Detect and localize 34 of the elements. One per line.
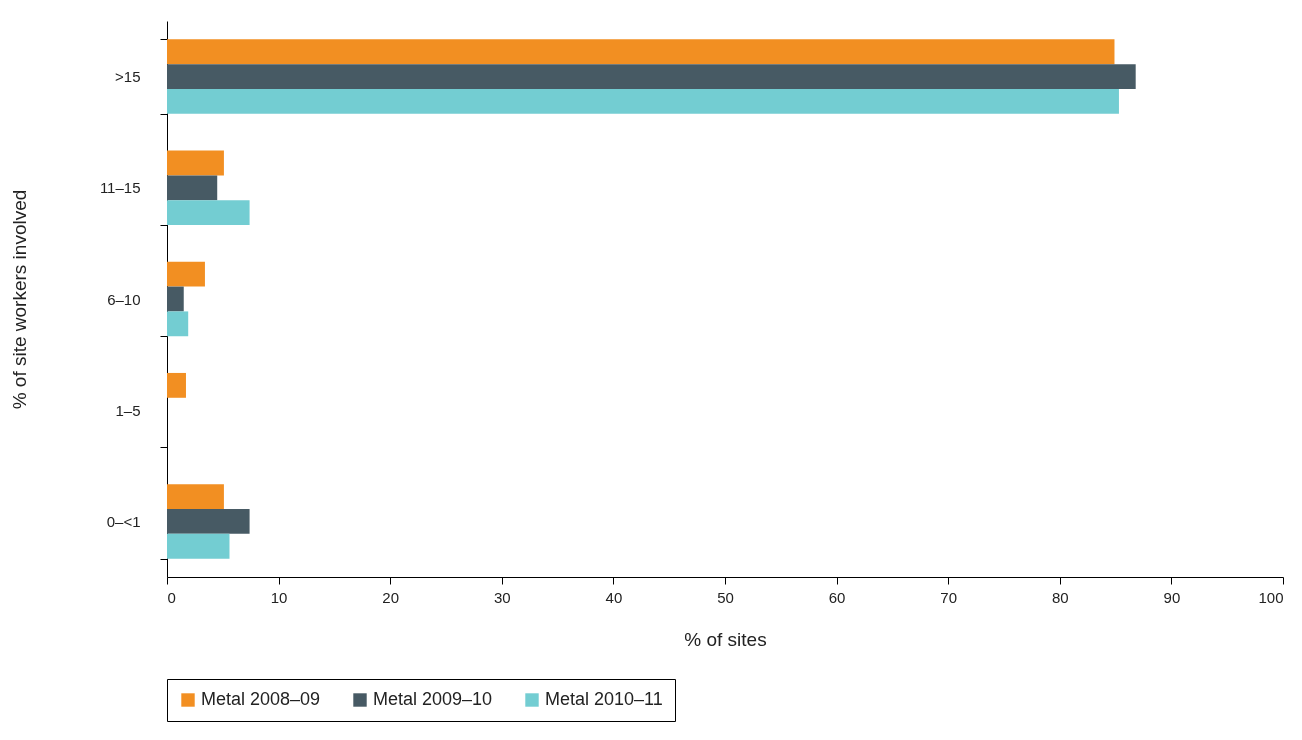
bar: [167, 175, 218, 201]
x-tick-label: 40: [605, 588, 623, 606]
legend-label: Metal 2008–09: [201, 689, 321, 709]
x-tick-label: 20: [382, 588, 400, 606]
y-axis-title: % of site workers involved: [8, 189, 30, 410]
legend-label: Metal 2009–10: [373, 689, 493, 709]
y-tick-label: 6–10: [107, 290, 141, 308]
x-tick-label: 60: [828, 588, 846, 606]
bar: [167, 261, 205, 287]
bar: [167, 89, 1119, 114]
bar: [167, 311, 189, 337]
y-tick-label: 11–15: [99, 179, 141, 197]
bar: [167, 150, 224, 176]
x-tick-label: 30: [493, 588, 511, 606]
x-tick-label: 50: [717, 588, 734, 606]
legend-label: Metal 2010–11: [545, 689, 663, 709]
x-tick-label: 100: [1258, 588, 1284, 606]
x-tick-label: 0: [167, 588, 176, 606]
x-axis-title: % of sites: [684, 628, 767, 650]
bar: [167, 508, 250, 534]
bar: [167, 200, 250, 226]
bar: [167, 372, 186, 398]
x-tick-label: 80: [1051, 588, 1069, 606]
bar: [167, 484, 224, 509]
x-tick-label: 70: [940, 588, 958, 606]
x-tick-label: 10: [270, 588, 288, 606]
bar: [167, 533, 230, 559]
bar: [167, 64, 1136, 90]
y-tick-label: >15: [115, 68, 141, 86]
y-tick-label: 0–<1: [106, 512, 141, 530]
x-tick-label: 90: [1163, 588, 1181, 606]
bar: [167, 286, 184, 312]
y-tick-label: 1–5: [115, 401, 141, 419]
bar: [167, 39, 1115, 65]
